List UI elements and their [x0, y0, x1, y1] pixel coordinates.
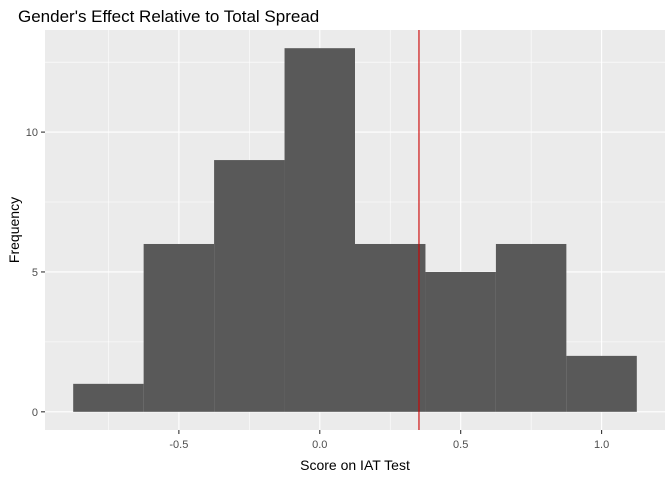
- x-tick-label: 0.0: [312, 439, 327, 451]
- y-axis-title: Frequency: [6, 197, 22, 263]
- histogram-bar: [495, 243, 567, 412]
- x-tick-label: -0.5: [169, 439, 188, 451]
- histogram-bar: [73, 383, 144, 412]
- y-axis-ticks: 0 5 10: [26, 127, 45, 419]
- x-tick-label: 1.0: [594, 439, 609, 451]
- x-axis-title: Score on IAT Test: [300, 457, 410, 473]
- y-tick-label: 0: [32, 407, 38, 419]
- histogram-bar: [355, 243, 426, 412]
- histogram-bar: [143, 243, 215, 412]
- histogram-bar: [566, 355, 637, 412]
- x-tick-label: 0.5: [453, 439, 468, 451]
- histogram-bar: [214, 160, 285, 412]
- histogram-bar: [425, 271, 496, 412]
- x-axis-ticks: -0.5 0.0 0.5 1.0: [169, 430, 609, 451]
- y-tick-label: 5: [32, 267, 38, 279]
- chart-title: Gender's Effect Relative to Total Spread: [18, 7, 319, 26]
- histogram-bar: [284, 48, 355, 412]
- y-tick-label: 10: [26, 127, 38, 139]
- histogram-bars: [73, 48, 637, 412]
